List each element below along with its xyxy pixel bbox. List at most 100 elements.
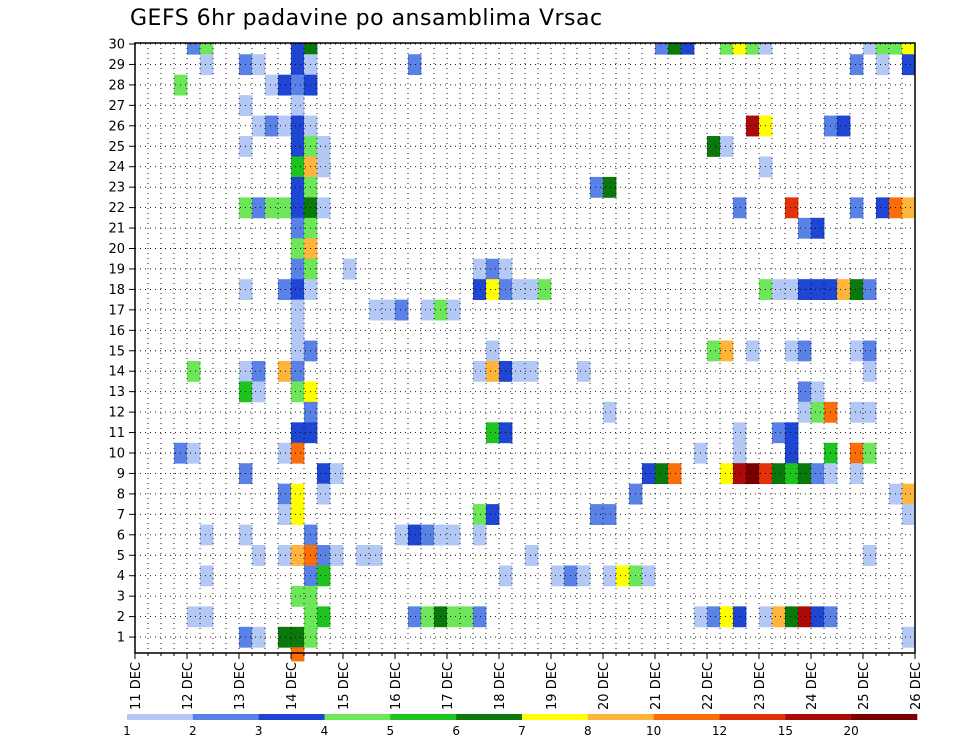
- heatmap-cell: [733, 43, 747, 55]
- heatmap-cell: [876, 197, 890, 219]
- heatmap-cell: [473, 258, 487, 280]
- heatmap-cell: [317, 136, 331, 157]
- heatmap-cell: [252, 360, 266, 382]
- heatmap-cell: [837, 279, 851, 301]
- heatmap-cell: [733, 442, 747, 464]
- heatmap-cell: [668, 463, 682, 485]
- heatmap-cell: [291, 585, 305, 607]
- heatmap-cell: [811, 381, 825, 403]
- heatmap-cell: [291, 320, 305, 341]
- heatmap-cell: [603, 176, 617, 198]
- heatmap-cell: [200, 43, 214, 55]
- heatmap-cell: [291, 381, 305, 403]
- y-tick-label: 4: [117, 569, 125, 584]
- y-tick-label: 13: [108, 385, 125, 400]
- heatmap-cell: [447, 606, 461, 628]
- heatmap-cell: [317, 565, 331, 587]
- x-tick-label: 21 DEC: [649, 662, 664, 710]
- heatmap-cell: [317, 545, 331, 566]
- heatmap-cell: [291, 197, 305, 219]
- heatmap-cell: [785, 606, 799, 628]
- legend-label: 8: [584, 724, 592, 738]
- heatmap-cell: [850, 54, 864, 76]
- x-tick-label: 16 DEC: [389, 662, 404, 710]
- heatmap-cell: [473, 524, 487, 546]
- legend-swatch: [390, 714, 457, 720]
- heatmap-cell: [746, 463, 760, 485]
- heatmap-cell: [187, 43, 201, 55]
- legend-label: 2: [189, 724, 197, 738]
- heatmap-cell: [590, 176, 604, 198]
- heatmap-cell: [278, 504, 292, 525]
- heatmap-cell: [655, 43, 669, 55]
- legend-label: 12: [712, 724, 727, 738]
- legend-swatch: [127, 714, 194, 720]
- heatmap-cell: [733, 422, 747, 444]
- heatmap-cell: [616, 565, 630, 587]
- heatmap-cell: [772, 606, 786, 628]
- x-tick-label: 26 DEC: [909, 662, 924, 710]
- heatmap-cells: [174, 43, 916, 662]
- legend-swatch: [258, 714, 325, 720]
- heatmap-cell: [291, 279, 305, 301]
- y-tick-label: 21: [108, 222, 125, 237]
- heatmap-cell: [291, 115, 305, 137]
- heatmap-cell: [551, 565, 565, 587]
- y-tick-label: 24: [108, 160, 125, 175]
- heatmap-cell: [655, 463, 669, 485]
- y-tick-label: 22: [108, 201, 125, 216]
- y-tick-label: 14: [108, 365, 125, 380]
- heatmap-cell: [603, 504, 617, 525]
- heatmap-cell: [798, 463, 812, 485]
- y-tick-label: 15: [108, 344, 125, 359]
- heatmap-cell: [538, 279, 552, 301]
- heatmap-cell: [291, 156, 305, 178]
- y-tick-label: 23: [108, 181, 125, 196]
- heatmap-cell: [785, 463, 799, 485]
- legend-label: 10: [646, 724, 661, 738]
- heatmap-cell: [343, 258, 357, 280]
- y-tick-label: 17: [108, 303, 125, 318]
- heatmap-cell: [798, 279, 812, 301]
- heatmap-cell: [603, 565, 617, 587]
- heatmap-cell: [473, 279, 487, 301]
- heatmap-cell: [863, 279, 877, 301]
- heatmap-cell: [811, 463, 825, 485]
- heatmap-cell: [291, 422, 305, 444]
- heatmap-cell: [720, 463, 734, 485]
- y-tick-label: 18: [108, 283, 125, 298]
- heatmap-cell: [798, 606, 812, 628]
- heatmap-cell: [642, 463, 656, 485]
- heatmap-cell: [889, 43, 903, 55]
- heatmap-cell: [382, 299, 396, 321]
- heatmap-cell: [473, 606, 487, 628]
- x-tick-label: 13 DEC: [233, 662, 248, 710]
- legend-swatch: [653, 714, 720, 720]
- heatmap-cell: [408, 54, 422, 76]
- heatmap-cell: [902, 483, 916, 505]
- heatmap-cell: [902, 504, 916, 525]
- heatmap-cell: [863, 545, 877, 566]
- heatmap-cell: [356, 545, 370, 566]
- heatmap-cell: [512, 279, 526, 301]
- heatmap-cell: [187, 360, 201, 382]
- x-tick-label: 14 DEC: [285, 662, 300, 710]
- y-tick-label: 26: [108, 119, 125, 134]
- color-legend: 1 2 3 4 5 6 7 8 10 12 15 20: [123, 714, 918, 738]
- heatmap-cell: [278, 626, 292, 648]
- heatmap-cell: [252, 545, 266, 566]
- heatmap-cell: [707, 606, 721, 628]
- legend-swatch: [192, 714, 259, 720]
- heatmap-cell: [291, 442, 305, 464]
- y-tick-label: 25: [108, 140, 125, 155]
- y-tick-label: 2: [117, 610, 125, 625]
- heatmap-cell: [785, 442, 799, 464]
- legend-swatch: [456, 714, 523, 720]
- heatmap-cell: [681, 43, 695, 55]
- heatmap-cell: [317, 483, 331, 505]
- heatmap-cell: [486, 340, 500, 362]
- heatmap-cell: [304, 43, 318, 55]
- heatmap-cell: [876, 54, 890, 76]
- heatmap-cell: [317, 463, 331, 485]
